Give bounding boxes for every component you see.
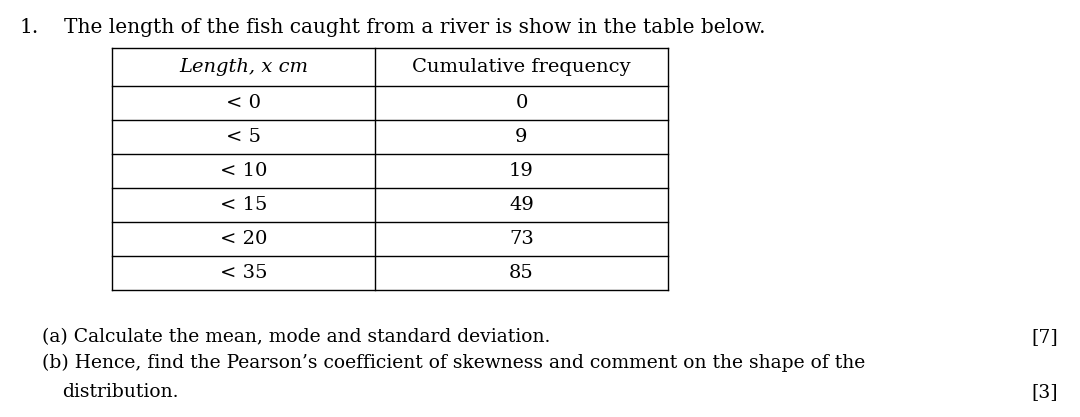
Text: (b) Hence, find the Pearson’s coefficient of skewness and comment on the shape o: (b) Hence, find the Pearson’s coefficien… [42, 354, 865, 372]
Text: < 35: < 35 [219, 264, 267, 282]
Text: distribution.: distribution. [62, 383, 178, 401]
Text: [7]: [7] [1031, 328, 1058, 346]
Text: < 15: < 15 [220, 196, 267, 214]
Text: 49: 49 [509, 196, 534, 214]
Text: The length of the fish caught from a river is show in the table below.: The length of the fish caught from a riv… [64, 18, 766, 37]
Text: [3]: [3] [1031, 383, 1058, 401]
Text: < 10: < 10 [220, 162, 267, 180]
Text: (a) Calculate the mean, mode and standard deviation.: (a) Calculate the mean, mode and standar… [42, 328, 551, 346]
Text: Length, x cm: Length, x cm [179, 58, 308, 76]
Text: < 20: < 20 [220, 230, 267, 248]
Text: 85: 85 [509, 264, 534, 282]
Text: < 5: < 5 [226, 128, 261, 146]
Text: < 0: < 0 [226, 94, 261, 112]
Text: Cumulative frequency: Cumulative frequency [413, 58, 631, 76]
Text: 9: 9 [515, 128, 528, 146]
Text: 0: 0 [515, 94, 528, 112]
Text: 19: 19 [509, 162, 534, 180]
Text: 73: 73 [509, 230, 534, 248]
Text: 1.: 1. [21, 18, 39, 37]
